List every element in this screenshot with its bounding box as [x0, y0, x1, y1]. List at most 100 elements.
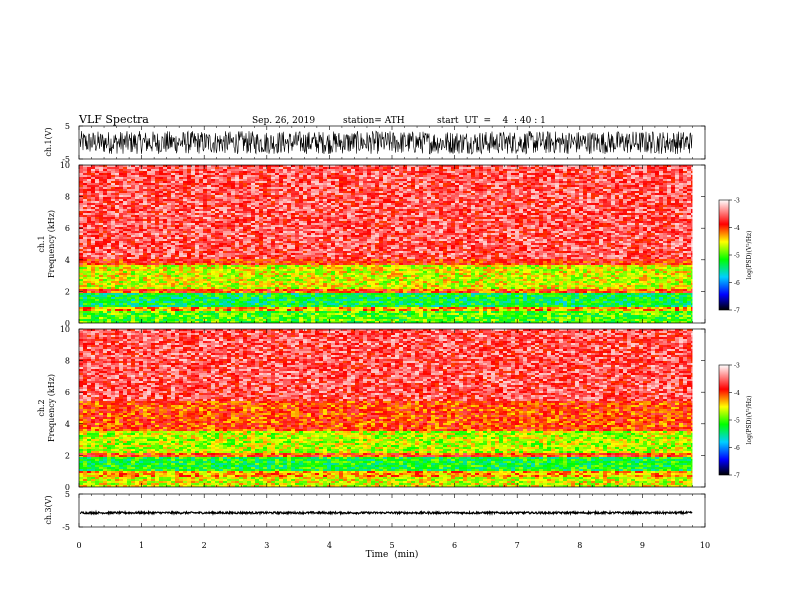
spectrogram-cell — [323, 183, 327, 185]
spectrogram-cell — [427, 197, 431, 199]
spectrogram-cell — [127, 167, 131, 169]
spectrogram-cell — [615, 177, 619, 179]
spectrogram-cell — [131, 179, 135, 181]
spectrogram-cell — [375, 179, 379, 181]
spectrogram-cell — [235, 185, 239, 187]
spectrogram-cell — [351, 193, 355, 195]
spectrogram-cell — [267, 185, 271, 187]
spectrogram-cell — [623, 167, 627, 169]
spectrogram-cell — [187, 197, 191, 199]
spectrogram-cell — [171, 193, 175, 195]
spectrogram-cell — [107, 189, 111, 191]
spectrogram-cell — [183, 167, 187, 169]
spectrogram-cell — [339, 183, 343, 185]
spectrogram-cell — [587, 185, 591, 187]
spectrogram-cell — [159, 167, 163, 169]
spectrogram-cell — [267, 197, 271, 199]
spectrogram-cell — [655, 177, 659, 179]
spectrogram-cell — [167, 173, 171, 175]
spectrogram-cell — [407, 189, 411, 191]
spectrogram-cell — [467, 191, 471, 193]
spectrogram-cell — [83, 169, 87, 171]
spectrogram-cell — [367, 187, 371, 189]
spectrogram-cell — [659, 167, 663, 169]
spectrogram-cell — [107, 191, 111, 193]
spectrogram-cell — [663, 177, 667, 179]
spectrogram-cell — [331, 187, 335, 189]
spectrogram-cell — [411, 191, 415, 193]
spectrogram-cell — [347, 173, 351, 175]
spectrogram-cell — [279, 191, 283, 193]
spectrogram-cell — [343, 185, 347, 187]
spectrogram-cell — [399, 193, 403, 195]
spectrogram-cell — [343, 175, 347, 177]
spectrogram-cell — [523, 181, 527, 183]
spectrogram-cell — [231, 171, 235, 173]
spectrogram-cell — [163, 193, 167, 195]
spectrogram-cell — [647, 189, 651, 191]
spectrogram-cell — [371, 185, 375, 187]
spectrogram-cell — [163, 175, 167, 177]
spectrogram-cell — [475, 177, 479, 179]
spectrogram-cell — [83, 185, 87, 187]
spectrogram-cell — [531, 171, 535, 173]
spectrogram-cell — [251, 193, 255, 195]
spectrogram-cell — [199, 191, 203, 193]
spectrogram-cell — [679, 181, 683, 183]
spectrogram-cell — [639, 181, 643, 183]
spectrogram-cell — [663, 173, 667, 175]
spectrogram-cell — [415, 181, 419, 183]
spectrogram-cell — [603, 173, 607, 175]
spectrogram-cell — [319, 169, 323, 171]
spectrogram-cell — [559, 191, 563, 193]
spectrogram-cell — [507, 171, 511, 173]
spectrogram-cell — [471, 175, 475, 177]
spectrogram-cell — [463, 191, 467, 193]
spectrogram-cell — [415, 167, 419, 169]
spectrogram-cell — [399, 177, 403, 179]
spectrogram-cell — [455, 169, 459, 171]
spectrogram-cell — [311, 193, 315, 195]
spectrogram-cell — [575, 195, 579, 197]
spectrogram-cell — [443, 175, 447, 177]
spectrogram-cell — [419, 181, 423, 183]
spectrogram-cell — [671, 185, 675, 187]
spectrogram-cell — [611, 175, 615, 177]
spectrogram-cell — [499, 175, 503, 177]
spectrogram-cell — [463, 177, 467, 179]
spectrogram-cell — [199, 173, 203, 175]
spectrogram-cell — [355, 185, 359, 187]
spectrogram-cell — [363, 171, 367, 173]
spectrogram-cell — [339, 175, 343, 177]
spectrogram-cell — [667, 195, 671, 197]
spectrogram-cell — [607, 169, 611, 171]
spectrogram-cell — [475, 175, 479, 177]
spectrogram-cell — [255, 193, 259, 195]
ch1-spectrogram-image — [79, 165, 705, 323]
spectrogram-cell — [451, 189, 455, 191]
spectrogram-cell — [115, 197, 119, 199]
spectrogram-cell — [667, 185, 671, 187]
spectrogram-cell — [575, 187, 579, 189]
spectrogram-cell — [451, 197, 455, 199]
spectrogram-cell — [611, 181, 615, 183]
spectrogram-cell — [199, 167, 203, 169]
spectrogram-cell — [159, 195, 163, 197]
spectrogram-cell — [571, 185, 575, 187]
spectrogram-cell — [351, 171, 355, 173]
spectrogram-cell — [195, 197, 199, 199]
spectrogram-cell — [467, 193, 471, 195]
spectrogram-cell — [619, 189, 623, 191]
spectrogram-cell — [103, 183, 107, 185]
spectrogram-cell — [403, 171, 407, 173]
spectrogram-cell — [479, 183, 483, 185]
spectrogram-cell — [271, 195, 275, 197]
spectrogram-cell — [275, 173, 279, 175]
spectrogram-cell — [367, 181, 371, 183]
spectrogram-cell — [183, 169, 187, 171]
spectrogram-cell — [195, 193, 199, 195]
spectrogram-cell — [443, 169, 447, 171]
spectrogram-cell — [375, 183, 379, 185]
spectrogram-cell — [299, 183, 303, 185]
spectrogram-cell — [131, 185, 135, 187]
